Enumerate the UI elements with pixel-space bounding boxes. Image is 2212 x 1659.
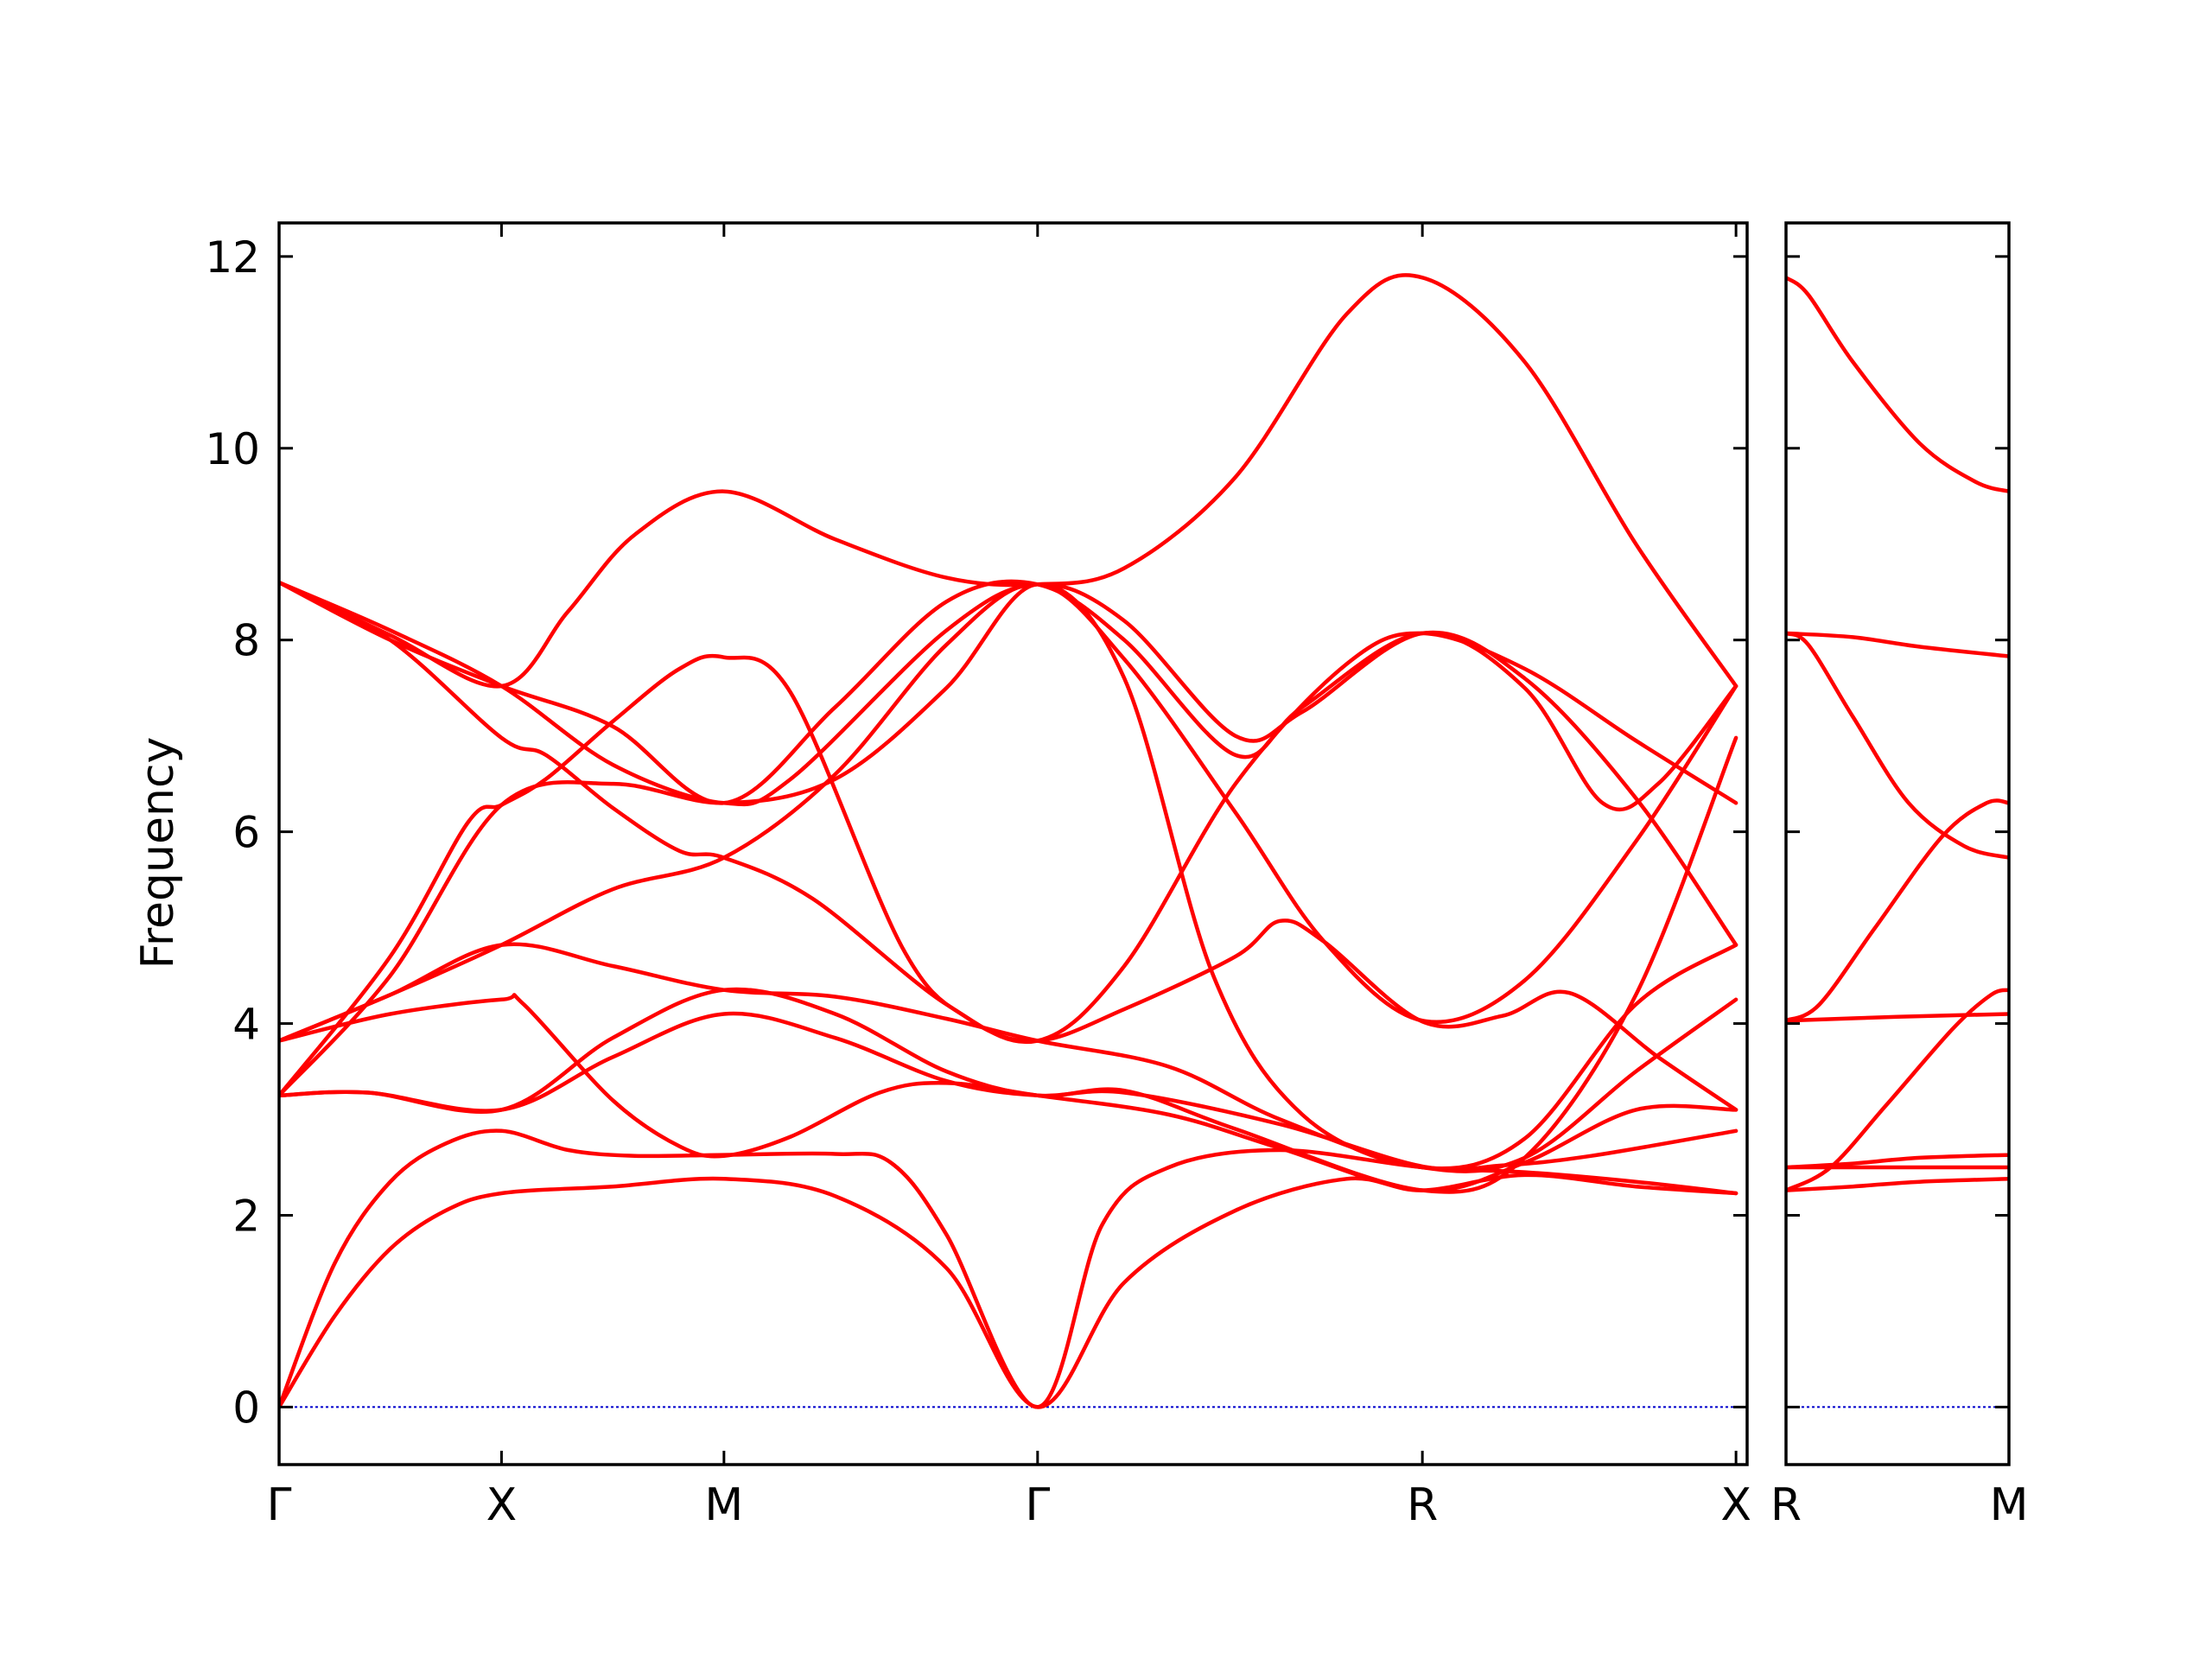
band-line-b5 bbox=[279, 993, 1738, 1193]
y-tick-label: 2 bbox=[232, 1191, 260, 1241]
axes-frame bbox=[1784, 221, 2011, 1466]
axes-frame bbox=[277, 221, 1749, 1466]
y-tick-label: 10 bbox=[205, 424, 260, 474]
band-line-c5 bbox=[1786, 1012, 2009, 1023]
y-tick-label: 12 bbox=[205, 232, 260, 283]
x-tick-label: M bbox=[1990, 1479, 2029, 1531]
band-line-b4 bbox=[279, 653, 1738, 1112]
x-tick-label: X bbox=[1720, 1479, 1751, 1531]
band-line-b8 bbox=[279, 580, 1738, 1045]
x-tick-label: M bbox=[704, 1479, 743, 1531]
bands-group bbox=[1786, 276, 2009, 1192]
band-line-c9 bbox=[1786, 1177, 2009, 1192]
y-tick-label: 6 bbox=[232, 808, 260, 858]
band-line-b7 bbox=[279, 580, 1738, 947]
band-line-c1 bbox=[1786, 276, 2009, 493]
band-line-b11 bbox=[279, 273, 1738, 689]
band-line-b12 bbox=[279, 735, 1738, 1194]
x-tick-label: R bbox=[1770, 1479, 1802, 1531]
x-tick-label: Γ bbox=[1025, 1479, 1050, 1531]
y-tick-label: 8 bbox=[232, 616, 260, 666]
x-tick-label: R bbox=[1407, 1479, 1438, 1531]
x-tick-label: X bbox=[486, 1479, 518, 1531]
band-line-c3 bbox=[1786, 631, 2009, 860]
band-line-b13 bbox=[279, 579, 1738, 812]
panel-1: 0 2 4 6 8 10 12 Γ X M Γ R X bbox=[205, 221, 1751, 1531]
y-tick-label: 0 bbox=[232, 1382, 260, 1433]
band-line-c2 bbox=[1786, 631, 2009, 658]
band-line-b9 bbox=[279, 582, 1738, 1043]
bands-group bbox=[279, 273, 1738, 1409]
x-tick-label: Γ bbox=[267, 1479, 292, 1531]
y-tick-label: 4 bbox=[232, 1000, 260, 1050]
band-line-b2 bbox=[279, 1128, 1738, 1409]
y-axis-label: Frequency bbox=[132, 737, 184, 969]
band-line-c4 bbox=[1786, 798, 2009, 1023]
band-line-b6 bbox=[279, 942, 1738, 1173]
